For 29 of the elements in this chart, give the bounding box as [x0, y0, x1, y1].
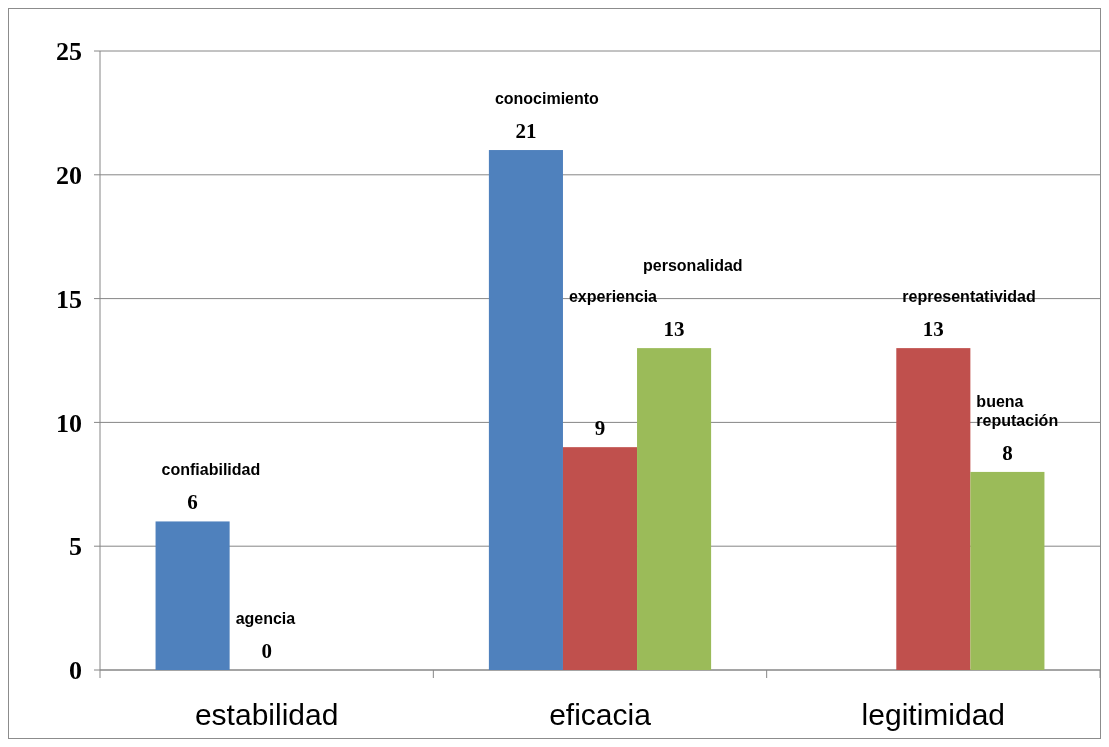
data-label: 9: [594, 416, 606, 441]
bar: [562, 447, 638, 670]
bar: [155, 521, 230, 670]
x-tick-label: eficacia: [549, 698, 652, 731]
annotation: personalidad: [643, 257, 743, 275]
annotation: experiencia: [568, 288, 658, 306]
data-label: 21: [515, 119, 537, 144]
data-label: 6: [187, 490, 198, 515]
data-label: 0: [261, 639, 272, 663]
annotation: confiabilidad: [161, 461, 261, 479]
x-tick-label: estabilidad: [194, 698, 339, 731]
y-tick-label: 25: [56, 37, 82, 67]
annotation: agencia: [235, 610, 296, 627]
data-label: 13: [663, 317, 685, 342]
y-tick-label: 15: [56, 284, 82, 314]
annotation: representatividad: [902, 288, 1036, 306]
x-tick-label: legitimidad: [861, 698, 1006, 731]
y-tick-label: 10: [56, 408, 82, 438]
data-label: 13: [922, 317, 944, 342]
annotation: buena reputación: [976, 392, 1059, 429]
annotation: conocimiento: [494, 90, 600, 108]
y-tick-label: 5: [69, 532, 82, 562]
y-tick-label: 0: [69, 656, 82, 686]
bar: [970, 471, 1045, 670]
data-label: 8: [1002, 440, 1013, 465]
bar: [488, 150, 563, 670]
bar: [896, 348, 971, 670]
bar: [637, 348, 712, 670]
y-tick-label: 20: [56, 160, 82, 190]
